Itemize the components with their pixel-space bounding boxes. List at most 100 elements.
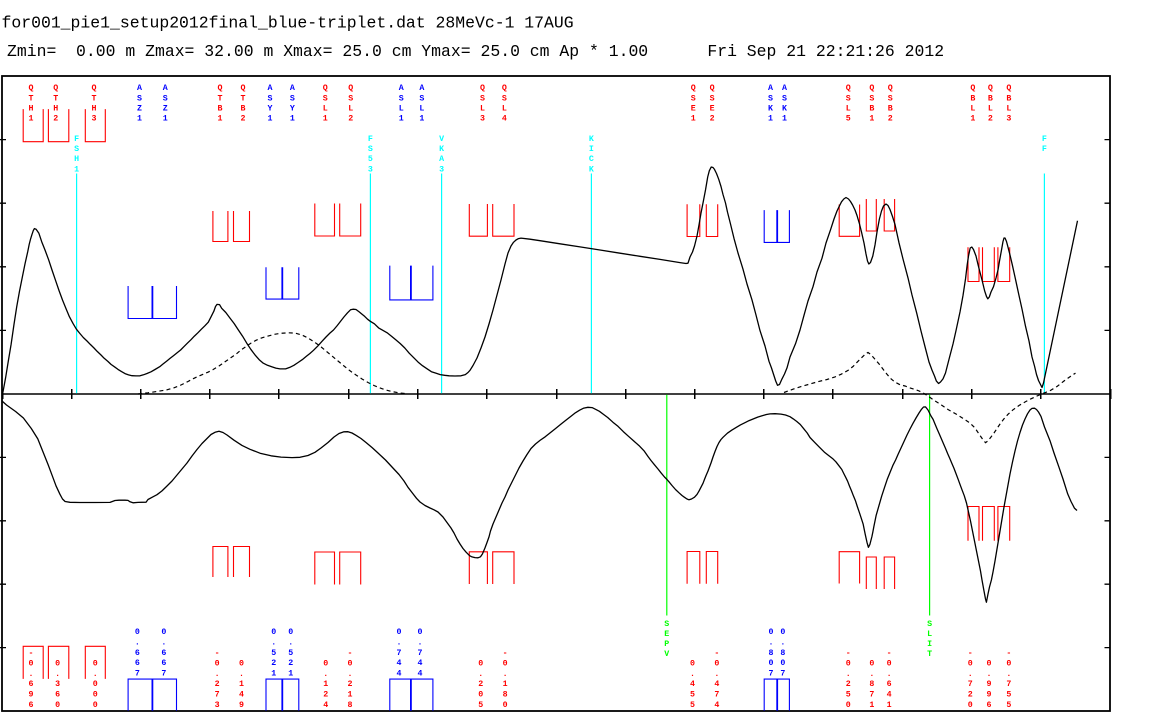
svg-text:B: B (1006, 94, 1011, 103)
svg-text:0: 0 (887, 659, 892, 668)
svg-text:9: 9 (987, 680, 992, 689)
svg-text:8: 8 (780, 649, 785, 658)
svg-text:C: C (589, 155, 594, 164)
svg-text:0: 0 (478, 691, 483, 700)
svg-text:S: S (846, 94, 851, 103)
svg-text:Q: Q (480, 84, 485, 93)
svg-text:Q: Q (218, 84, 223, 93)
svg-text:7: 7 (397, 649, 402, 658)
svg-text:.: . (1006, 670, 1011, 679)
svg-text:3: 3 (1006, 115, 1011, 124)
svg-text:L: L (419, 104, 424, 113)
svg-text:S: S (368, 145, 373, 154)
svg-text:0: 0 (690, 659, 695, 668)
svg-text:0: 0 (503, 701, 508, 710)
svg-text:.: . (29, 670, 34, 679)
svg-text:8: 8 (503, 691, 508, 700)
svg-text:Q: Q (29, 84, 34, 93)
svg-text:A: A (419, 84, 424, 93)
svg-text:1: 1 (323, 680, 328, 689)
svg-text:1: 1 (768, 115, 773, 124)
svg-text:2: 2 (988, 115, 993, 124)
svg-text:.: . (780, 638, 785, 647)
svg-text:.: . (161, 638, 166, 647)
svg-text:5: 5 (478, 701, 483, 710)
svg-text:0: 0 (780, 628, 785, 637)
svg-text:Y: Y (290, 104, 295, 113)
svg-text:A: A (163, 84, 168, 93)
svg-text:.: . (288, 638, 293, 647)
svg-text:1: 1 (218, 115, 223, 124)
svg-text:0: 0 (418, 628, 423, 637)
svg-text:0: 0 (93, 680, 98, 689)
svg-text:6: 6 (161, 649, 166, 658)
svg-text:Q: Q (691, 84, 696, 93)
svg-text:S: S (927, 620, 932, 629)
svg-text:6: 6 (29, 701, 34, 710)
svg-text:A: A (268, 84, 273, 93)
svg-text:5: 5 (1006, 691, 1011, 700)
svg-text:L: L (399, 104, 404, 113)
svg-text:7: 7 (418, 649, 423, 658)
svg-text:V: V (439, 135, 444, 144)
svg-text:5: 5 (288, 649, 293, 658)
svg-text:0: 0 (239, 659, 244, 668)
svg-text:S: S (502, 94, 507, 103)
svg-text:L: L (846, 104, 851, 113)
svg-text:.: . (323, 670, 328, 679)
svg-text:-: - (887, 649, 892, 658)
svg-text:0: 0 (397, 628, 402, 637)
svg-text:5: 5 (846, 115, 851, 124)
svg-text:0: 0 (846, 701, 851, 710)
svg-text:.: . (769, 638, 774, 647)
svg-text:E: E (691, 104, 696, 113)
svg-text:7: 7 (1006, 680, 1011, 689)
svg-text:0: 0 (135, 628, 140, 637)
svg-text:Y: Y (268, 104, 273, 113)
svg-text:1: 1 (399, 115, 404, 124)
svg-text:0: 0 (93, 659, 98, 668)
svg-text:A: A (290, 84, 295, 93)
svg-text:2: 2 (968, 691, 973, 700)
svg-text:Q: Q (710, 84, 715, 93)
svg-text:-: - (1006, 649, 1011, 658)
svg-text:1: 1 (239, 680, 244, 689)
svg-text:2: 2 (215, 680, 220, 689)
svg-text:Q: Q (988, 84, 993, 93)
svg-text:A: A (782, 84, 787, 93)
svg-text:2: 2 (323, 691, 328, 700)
svg-text:0: 0 (968, 701, 973, 710)
svg-text:2: 2 (710, 115, 715, 124)
svg-text:5: 5 (271, 649, 276, 658)
svg-text:-: - (714, 649, 719, 658)
svg-text:A: A (439, 155, 444, 164)
svg-text:8: 8 (348, 701, 353, 710)
svg-text:1: 1 (137, 115, 142, 124)
svg-text:1: 1 (887, 701, 892, 710)
svg-text:1: 1 (290, 115, 295, 124)
svg-text:.: . (348, 670, 353, 679)
svg-text:L: L (480, 104, 485, 113)
svg-text:B: B (218, 104, 223, 113)
svg-text:6: 6 (55, 691, 60, 700)
svg-text:-: - (348, 649, 353, 658)
svg-text:1: 1 (271, 670, 276, 679)
svg-text:S: S (691, 94, 696, 103)
svg-text:3: 3 (439, 165, 444, 174)
svg-text:0: 0 (780, 659, 785, 668)
svg-text:V: V (664, 650, 669, 659)
svg-text:7: 7 (714, 691, 719, 700)
svg-text:1: 1 (691, 115, 696, 124)
svg-text:0: 0 (288, 628, 293, 637)
svg-text:H: H (29, 104, 34, 113)
svg-text:0: 0 (869, 659, 874, 668)
svg-text:9: 9 (987, 691, 992, 700)
svg-text:K: K (589, 135, 594, 144)
svg-text:5: 5 (690, 691, 695, 700)
svg-text:6: 6 (29, 680, 34, 689)
svg-text:0: 0 (769, 628, 774, 637)
svg-text:0: 0 (215, 659, 220, 668)
svg-text:L: L (927, 630, 932, 639)
svg-text:S: S (268, 94, 273, 103)
svg-text:Q: Q (241, 84, 246, 93)
